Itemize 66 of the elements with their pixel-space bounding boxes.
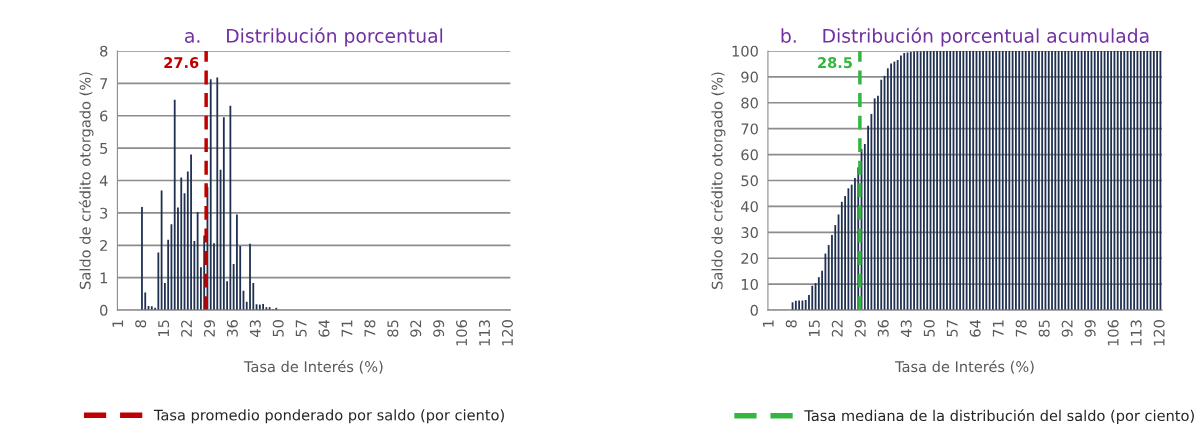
y-tick-label: 30: [741, 227, 758, 239]
y-tick-label: 40: [741, 201, 758, 213]
x-tick-label: 99: [1084, 320, 1096, 337]
y-tick-label: 0: [750, 304, 758, 316]
y-tick-label: 60: [741, 149, 758, 161]
x-tick-label: 8: [135, 320, 147, 328]
x-tick-label: 1: [762, 320, 774, 327]
y-tick-label: 100: [732, 45, 758, 57]
x-tick-label: 120: [501, 320, 513, 346]
y-tick-label: 50: [741, 175, 758, 187]
x-tick-label: 78: [364, 320, 376, 337]
y-tick-label: 0: [100, 304, 108, 316]
x-axis-title: Tasa de Interés (%): [243, 360, 383, 374]
x-tick-label: 78: [1015, 320, 1027, 337]
y-tick-label: 4: [99, 175, 108, 187]
x-tick-label: 29: [203, 320, 215, 337]
y-tick-label: 2: [100, 240, 107, 251]
x-tick-label: 106: [1107, 320, 1119, 346]
x-tick-label: 1: [112, 320, 124, 327]
y-tick-label: 1: [100, 272, 108, 284]
x-tick-label: 36: [226, 320, 238, 337]
x-tick-label: 64: [318, 319, 330, 337]
x-tick-label: 57: [295, 320, 307, 337]
y-tick-label: 90: [741, 71, 758, 83]
y-axis-title: Saldo de crédito otorgado (%): [710, 72, 726, 289]
x-tick-label: 92: [410, 320, 422, 337]
y-tick-label: 5: [100, 143, 108, 154]
x-tick-label: 15: [158, 320, 170, 337]
legend-label: Tasa mediana de la distribución del saldo (por ciento): [804, 409, 1194, 424]
annotation: 27.6: [164, 57, 199, 69]
x-tick-label: 99: [433, 320, 445, 337]
x-tick-label: 22: [181, 320, 192, 337]
x-tick-label: 8: [785, 320, 797, 328]
x-tick-label: 29: [854, 320, 866, 337]
x-tick-label: 85: [387, 320, 399, 337]
x-tick-label: 22: [831, 320, 843, 337]
x-tick-label: 85: [1038, 320, 1050, 337]
x-tick-label: 50: [272, 320, 284, 337]
x-tick-label: 92: [1061, 320, 1073, 337]
x-tick-label: 43: [900, 320, 912, 337]
x-tick-label: 106: [456, 320, 468, 346]
y-tick-label: 7: [100, 78, 108, 89]
x-tick-label: 15: [808, 320, 820, 337]
chart-title: b. Distribución porcentual acumulada: [781, 27, 1149, 47]
y-axis-title: Saldo de crédito otorgado (%): [78, 72, 94, 289]
chart-title: a. Distribución porcentual: [185, 27, 443, 47]
x-tick-label: 43: [249, 320, 261, 337]
y-tick-label: 3: [100, 207, 108, 219]
x-axis-title: Tasa de Interés (%): [895, 360, 1034, 374]
x-tick-label: 57: [946, 320, 958, 337]
y-tick-label: 10: [741, 278, 758, 290]
x-tick-label: 64: [969, 319, 981, 337]
x-tick-label: 120: [1153, 320, 1165, 346]
legend-label: Tasa promedio ponderado por saldo (por ciento): [153, 409, 504, 424]
y-tick-label: 80: [741, 97, 758, 109]
y-tick-label: 20: [741, 252, 758, 265]
y-tick-label: 8: [100, 45, 108, 57]
y-tick-label: 6: [100, 110, 108, 122]
x-tick-label: 113: [478, 320, 491, 346]
x-tick-label: 71: [341, 320, 353, 337]
x-tick-label: 36: [877, 320, 889, 337]
x-tick-label: 50: [923, 320, 935, 337]
annotation: 28.5: [818, 57, 852, 69]
y-tick-label: 70: [741, 123, 758, 135]
x-tick-label: 71: [992, 320, 1004, 337]
x-tick-label: 113: [1130, 320, 1142, 346]
